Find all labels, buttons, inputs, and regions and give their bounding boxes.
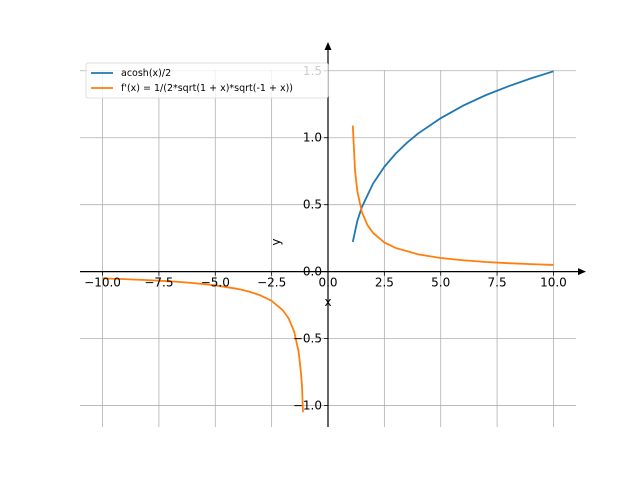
- x-axis-arrow: [578, 268, 586, 276]
- y-tick-label: 0.5: [303, 198, 322, 212]
- x-tick-label: 5.0: [431, 276, 450, 290]
- x-tick-label: −5.0: [201, 276, 230, 290]
- x-tick-label: −7.5: [144, 276, 173, 290]
- x-tick-label: −10.0: [84, 276, 121, 290]
- y-tick-label: 0.0: [303, 265, 322, 279]
- y-tick-label: −1.0: [293, 399, 322, 413]
- x-axis-label: x: [324, 295, 331, 309]
- ticks: −10.0 −7.5 −5.0 −2.5 0.0 2.5 5.0 7.5 10.0 −1.0 −0.…: [84, 64, 567, 413]
- x-tick-label: 7.5: [488, 276, 507, 290]
- axes: [80, 42, 586, 427]
- series-layer: [102, 70, 554, 413]
- legend-frame: [85, 62, 329, 99]
- legend: acosh(x)/2 f'(x) = 1/(2*sqrt(1 + x)*sqrt…: [85, 62, 329, 99]
- series-derivative-line-right: [351, 125, 554, 266]
- legend-label-0: acosh(x)/2: [121, 68, 171, 79]
- x-tick-label: 0.0: [318, 276, 337, 290]
- y-axis-label: y: [269, 238, 283, 245]
- legend-label-1: f'(x) = 1/(2*sqrt(1 + x)*sqrt(-1 + x)): [121, 83, 293, 94]
- series-acosh-line: [351, 70, 554, 243]
- y-tick-label: −0.5: [293, 332, 322, 346]
- y-tick-label: 1.0: [303, 131, 322, 145]
- x-tick-label: −2.5: [257, 276, 286, 290]
- x-tick-label: 2.5: [375, 276, 394, 290]
- y-axis-arrow: [324, 42, 332, 50]
- x-tick-label: 10.0: [540, 276, 567, 290]
- series-derivative-line-left: [102, 277, 304, 413]
